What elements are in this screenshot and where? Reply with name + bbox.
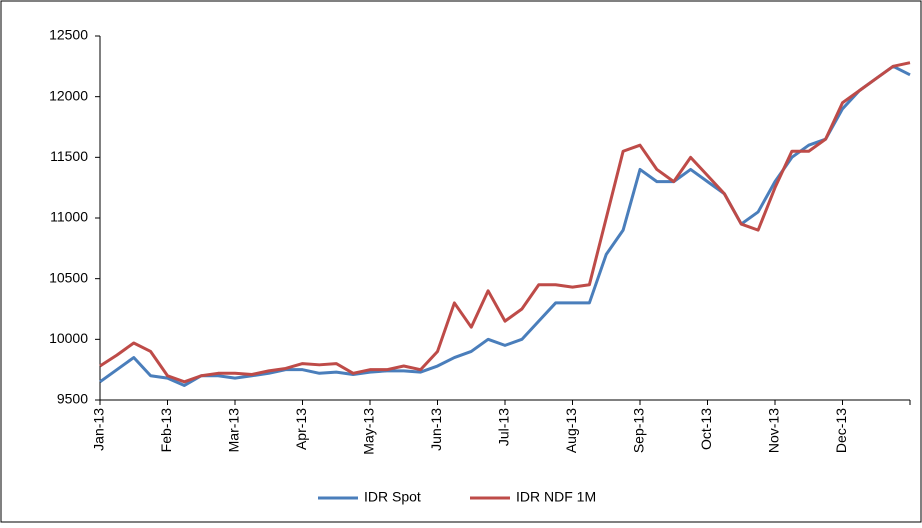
x-tick-label: Nov-13: [766, 408, 782, 453]
series-line: [99, 61, 911, 384]
x-tick-label: Dec-13: [833, 408, 849, 453]
x-tick-label: Sep-13: [631, 408, 647, 453]
x-tick-label: Jan-13: [91, 408, 107, 451]
series-line: [99, 64, 911, 387]
x-tick-label: Apr-13: [293, 408, 309, 450]
y-tick-label: 9500: [57, 391, 88, 407]
x-tick-label: Jun-13: [428, 408, 444, 451]
x-tick-label: Oct-13: [698, 408, 714, 450]
y-tick-label: 11500: [50, 148, 88, 164]
legend-label: IDR NDF 1M: [516, 489, 596, 505]
x-tick-label: Aug-13: [563, 408, 579, 453]
legend-label: IDR Spot: [364, 489, 421, 505]
y-tick-label: 12500: [49, 27, 88, 43]
y-tick-label: 11000: [50, 209, 88, 225]
y-tick-label: 10500: [49, 269, 88, 285]
y-tick-label: 12000: [49, 87, 88, 103]
x-tick-label: Mar-13: [226, 408, 242, 453]
x-tick-label: Feb-13: [158, 408, 174, 453]
y-tick-label: 10000: [49, 330, 88, 346]
x-tick-label: Jul-13: [496, 408, 512, 446]
x-tick-label: May-13: [361, 408, 377, 455]
